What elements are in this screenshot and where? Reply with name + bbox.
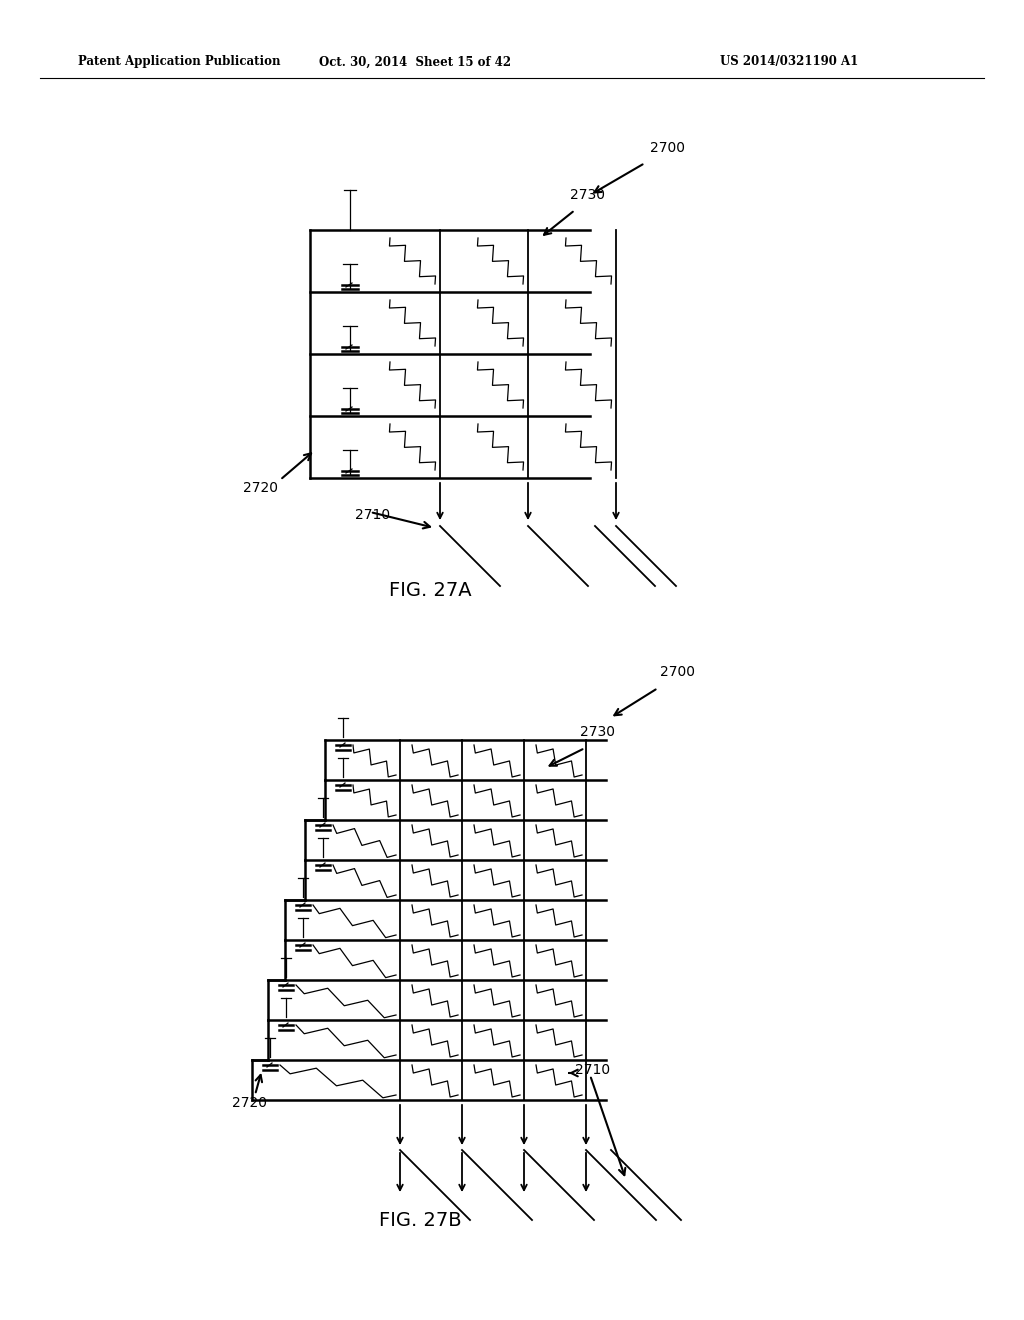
Text: FIG. 27B: FIG. 27B [379,1210,462,1229]
Text: 2720: 2720 [243,480,278,495]
Text: Patent Application Publication: Patent Application Publication [78,55,281,69]
Text: FIG. 27A: FIG. 27A [389,581,471,599]
Text: 2700: 2700 [660,665,695,678]
Text: 2710: 2710 [355,508,390,521]
Text: 2720: 2720 [232,1096,267,1110]
Text: Oct. 30, 2014  Sheet 15 of 42: Oct. 30, 2014 Sheet 15 of 42 [318,55,511,69]
Text: 2710: 2710 [575,1063,610,1077]
Text: US 2014/0321190 A1: US 2014/0321190 A1 [720,55,858,69]
Text: 2700: 2700 [650,141,685,154]
Text: 2730: 2730 [570,187,605,202]
Text: 2730: 2730 [580,725,615,739]
